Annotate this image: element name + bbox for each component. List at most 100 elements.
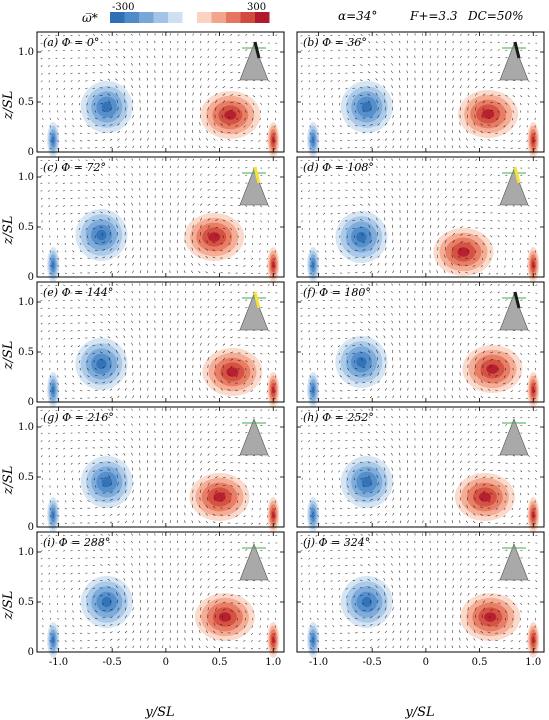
vector-arrow [375,431,378,434]
vector-arrow [42,522,44,525]
vector-arrow [451,395,453,399]
vector-arrow [505,431,508,434]
vector-arrow [459,77,462,81]
vector-arrow [138,48,141,51]
vector-arrow [505,34,508,36]
vector-arrow [520,49,523,51]
vector-arrow [497,167,500,169]
vector-arrow [301,447,303,450]
vector-arrow [184,520,186,524]
vector-arrow [79,507,83,510]
vector-arrow [116,474,118,479]
vector-arrow [444,77,447,81]
vector-arrow [338,227,341,231]
vector-arrow [154,489,156,494]
vector-arrow [323,205,326,208]
vector-arrow [206,122,209,126]
vector-arrow [535,322,538,325]
vector-arrow [207,181,210,184]
vector-arrow [475,328,478,331]
vector-arrow [315,80,318,83]
vector-arrow [77,80,81,82]
vector-arrow [429,474,432,479]
vector-arrow [123,445,126,449]
vector-arrow [109,107,112,111]
vector-arrow [192,357,194,361]
vector-arrow [337,65,341,67]
vector-arrow [245,424,248,426]
vector-arrow [475,298,478,301]
vector-arrow [123,41,126,44]
vector-arrow [124,645,127,649]
vector-arrow [212,264,216,266]
vector-arrow [490,423,493,426]
vector-arrow [317,117,319,120]
vector-arrow [375,328,378,331]
vector-arrow [300,35,303,37]
vector-arrow [146,562,148,566]
vector-arrow [123,577,126,581]
vector-arrow [475,242,478,245]
vector-arrow [377,395,380,399]
vector-arrow [222,33,225,36]
vector-arrow [215,283,217,286]
vector-arrow [131,180,133,184]
vector-arrow [377,482,379,486]
vector-arrow [309,250,311,253]
vector-arrow [215,159,218,161]
vector-arrow [124,387,127,391]
vector-arrow [117,130,120,134]
vector-arrow [369,491,373,494]
vector-arrow [250,132,254,135]
vector-arrow [429,202,432,206]
vector-arrow [222,343,226,346]
vector-arrow [191,630,193,634]
vector-arrow [146,320,148,324]
vector-arrow [199,387,201,391]
vector-arrow [398,430,401,434]
vector-arrow [251,507,254,511]
vector-arrow [375,453,378,456]
vector-arrow [55,175,58,177]
vector-arrow [315,410,318,412]
vector-arrow [482,306,485,309]
vector-arrow [275,322,278,325]
vector-arrow [79,375,82,378]
vector-arrow [359,336,363,339]
velocity-vectors [300,158,538,275]
vector-arrow [360,314,363,316]
vector-arrow [535,485,537,488]
vector-arrow [117,123,120,126]
colorbar-swatch [197,12,212,23]
vector-arrow [331,352,333,356]
vector-arrow [94,647,98,649]
vector-arrow [177,202,179,206]
vector-arrow [251,625,254,628]
vector-arrow [460,166,462,169]
vector-arrow [391,438,393,441]
vector-arrow [368,33,371,36]
vector-arrow [222,608,226,611]
vector-arrow [115,416,118,419]
vector-arrow [391,77,393,81]
vector-arrow [368,291,371,294]
vector-arrow [258,647,261,650]
vector-arrow [176,270,178,274]
vector-arrow [369,271,373,274]
vector-arrow [331,95,333,98]
vector-arrow [300,410,303,412]
vector-arrow [315,455,318,458]
vector-arrow [309,257,312,260]
vector-arrow [535,409,538,411]
vector-arrow [533,132,536,135]
vector-arrow [177,70,179,74]
vector-arrow [191,645,193,649]
vector-arrow [480,506,483,509]
vector-arrow [452,305,454,309]
vector-arrow [275,95,278,98]
vector-arrow [339,250,343,253]
vector-arrow [511,515,514,518]
panel-b: (b) Φ = 36° [296,31,545,158]
vector-arrow [383,33,386,36]
vector-arrow [429,180,432,184]
